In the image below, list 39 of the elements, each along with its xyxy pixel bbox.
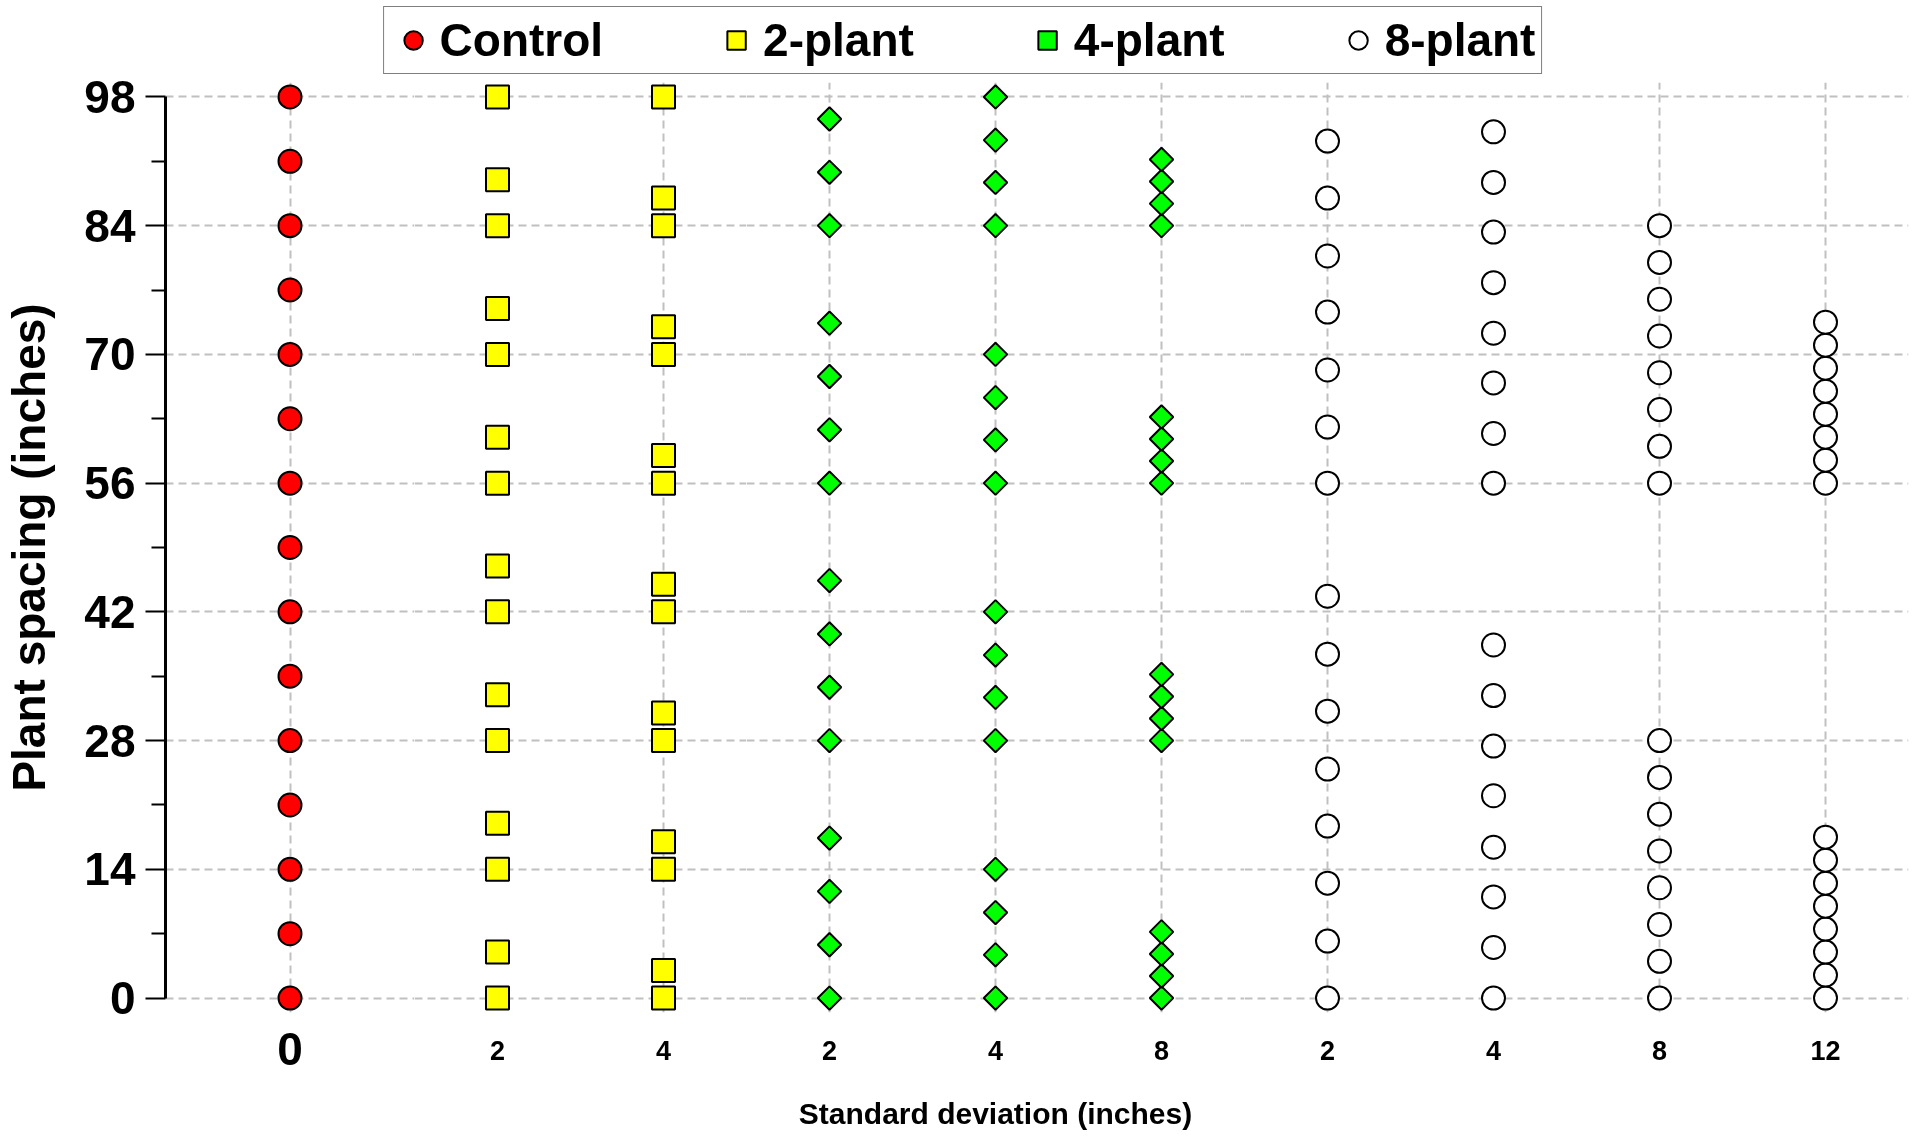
x-tick-label: 2 [1319,1035,1336,1066]
y-tick-label: 14 [84,843,136,896]
y-tick-label: 70 [84,328,136,381]
point [277,84,303,110]
legend-label: 2-plant [763,13,914,67]
y-tick-label: 84 [84,199,136,252]
x-tick-label: 8 [1651,1035,1668,1066]
point [277,921,303,947]
point [277,535,303,560]
legend-label: Control [439,13,604,67]
y-tick-label: 42 [84,585,136,638]
point [277,728,303,754]
point [277,985,303,1011]
point [277,792,303,818]
y-tick-label: 28 [84,714,136,767]
x-tick-label: 0 [277,1022,303,1075]
point [277,406,303,432]
point [277,213,303,239]
y-tick-label: 0 [109,972,136,1025]
x-tick-label: 4 [987,1035,1004,1066]
x-tick-label: 2 [821,1035,838,1066]
y-tick-label: 56 [84,457,136,510]
point [277,341,303,367]
y-tick-label: 98 [84,70,136,123]
point [277,470,303,496]
x-tick-label: 12 [1810,1035,1841,1066]
legend-label: 4-plant [1073,13,1225,67]
y-axis-title: Plant spacing (inches) [3,303,56,792]
x-tick-label: 4 [655,1035,672,1066]
x-axis-title: Standard deviation (inches) [798,1096,1193,1130]
x-tick-label: 8 [1153,1035,1170,1066]
point [277,277,303,303]
x-tick-label: 2 [489,1035,506,1066]
point [277,663,303,689]
point [277,599,303,625]
x-tick-label: 4 [1485,1035,1502,1066]
legend-label: 8-plant [1384,13,1536,67]
point [277,856,303,882]
point [277,148,303,174]
